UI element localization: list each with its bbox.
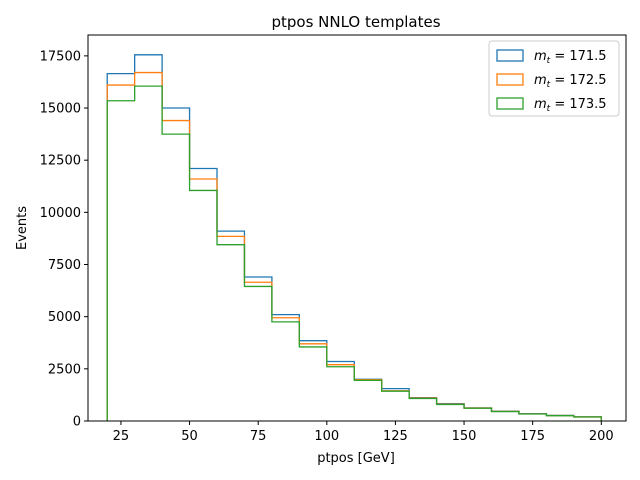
chart-title: ptpos NNLO templates <box>271 13 440 31</box>
x-axis-label: ptpos [GeV] <box>317 451 395 466</box>
y-axis-label: Events <box>15 206 30 250</box>
y-tick-label: 7500 <box>48 258 81 273</box>
y-tick-label: 17500 <box>40 49 81 64</box>
x-tick-label: 50 <box>181 429 198 444</box>
y-tick-label: 15000 <box>40 102 81 117</box>
x-tick-label: 100 <box>314 429 339 444</box>
x-tick-label: 75 <box>250 429 267 444</box>
legend-swatch-1 <box>496 49 524 62</box>
plot-frame <box>87 34 627 422</box>
y-tick-label: 10000 <box>40 206 81 221</box>
legend-swatch-3 <box>496 97 524 110</box>
x-tick-label: 125 <box>383 429 408 444</box>
legend-label-2: mt = 172.5 <box>534 73 607 90</box>
x-tick-label: 200 <box>589 429 614 444</box>
legend-label-3: mt = 173.5 <box>534 97 607 114</box>
legend: mt = 171.5 mt = 172.5 mt = 173.5 <box>488 40 620 117</box>
y-tick-label: 0 <box>73 415 81 430</box>
x-tick-label: 25 <box>113 429 130 444</box>
histogram-series-3 <box>106 85 602 421</box>
y-tick-label: 12500 <box>40 154 81 169</box>
x-tick-label: 175 <box>520 429 545 444</box>
legend-label-1: mt = 171.5 <box>534 49 607 66</box>
series-layer <box>106 54 602 421</box>
legend-box <box>488 40 620 117</box>
legend-swatch-2 <box>496 73 524 86</box>
x-tick-label: 150 <box>452 429 477 444</box>
y-tick-label: 2500 <box>48 362 81 377</box>
y-tick-label: 5000 <box>48 310 81 325</box>
